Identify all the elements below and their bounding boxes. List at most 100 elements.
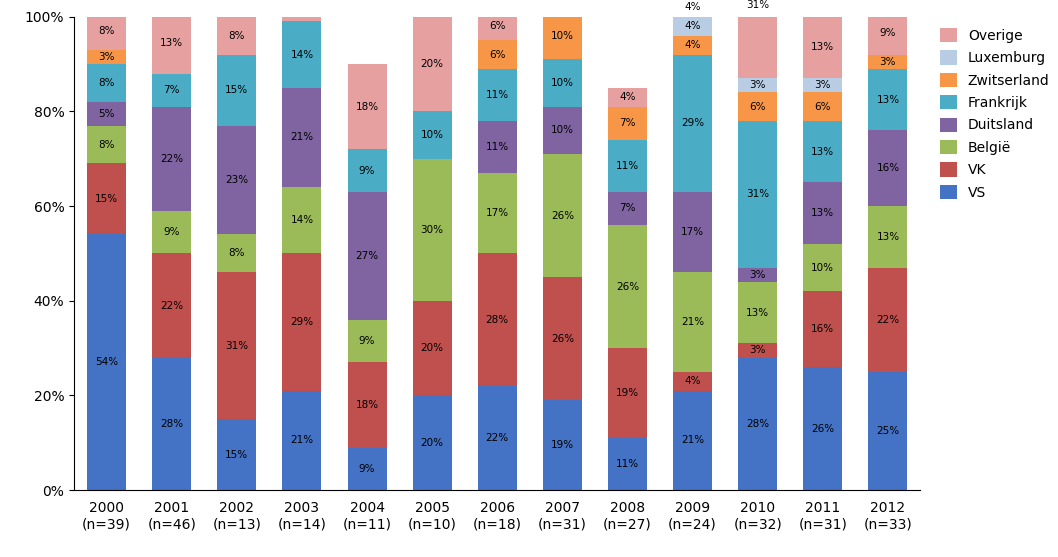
Text: 13%: 13% (160, 38, 183, 48)
Bar (217, 234, 256, 272)
Text: 21%: 21% (681, 436, 705, 446)
Bar (608, 88, 647, 107)
Bar (673, 272, 712, 372)
Text: 26%: 26% (616, 282, 639, 291)
Bar (347, 363, 386, 448)
Text: 2002: 2002 (219, 501, 254, 515)
Bar (738, 282, 778, 343)
Text: 9%: 9% (164, 227, 180, 237)
Text: 3%: 3% (749, 270, 766, 280)
Bar (413, 301, 452, 395)
Text: 22%: 22% (876, 315, 899, 325)
Text: 29%: 29% (681, 118, 705, 128)
Text: 6%: 6% (815, 102, 831, 111)
Text: (n=10): (n=10) (407, 518, 457, 532)
Text: 21%: 21% (290, 133, 313, 143)
Bar (543, 60, 582, 107)
Bar (608, 438, 647, 490)
Text: 13%: 13% (811, 42, 835, 52)
Text: 9%: 9% (879, 28, 896, 38)
Text: 2000: 2000 (89, 501, 124, 515)
Bar (738, 358, 778, 490)
Text: 10%: 10% (551, 125, 573, 135)
Bar (217, 126, 256, 234)
Text: 3%: 3% (749, 345, 766, 355)
Text: 28%: 28% (746, 419, 769, 429)
Text: 13%: 13% (746, 307, 769, 317)
Text: (n=33): (n=33) (863, 518, 912, 532)
Text: (n=31): (n=31) (799, 518, 847, 532)
Text: 4%: 4% (685, 40, 700, 50)
Bar (87, 50, 126, 64)
Text: 17%: 17% (681, 227, 705, 237)
Text: 11%: 11% (616, 161, 639, 171)
Text: 26%: 26% (811, 424, 835, 433)
Text: 25%: 25% (876, 426, 899, 436)
Bar (282, 187, 322, 253)
Bar (282, 391, 322, 490)
Bar (282, 0, 322, 22)
Text: 7%: 7% (619, 203, 636, 213)
Text: 4%: 4% (619, 92, 636, 102)
Bar (608, 192, 647, 225)
Bar (478, 121, 516, 173)
Text: (n=39): (n=39) (83, 518, 131, 532)
Text: 23%: 23% (225, 175, 249, 185)
Bar (803, 367, 842, 490)
Text: 20%: 20% (421, 438, 443, 448)
Text: 26%: 26% (551, 211, 573, 221)
Bar (478, 69, 516, 121)
Text: 29%: 29% (290, 317, 313, 327)
Text: 22%: 22% (160, 301, 183, 310)
Text: (n=46): (n=46) (147, 518, 196, 532)
Bar (87, 164, 126, 234)
Text: 21%: 21% (681, 317, 705, 327)
Bar (413, 111, 452, 159)
Text: (n=13): (n=13) (213, 518, 261, 532)
Text: 28%: 28% (160, 419, 183, 429)
Bar (869, 12, 908, 55)
Bar (543, 12, 582, 60)
Text: 31%: 31% (746, 189, 769, 199)
Text: 9%: 9% (359, 464, 376, 474)
Bar (738, 78, 778, 92)
Text: 15%: 15% (225, 449, 249, 460)
Text: 20%: 20% (421, 343, 443, 353)
Bar (608, 140, 647, 192)
Bar (478, 12, 516, 41)
Bar (543, 106, 582, 154)
Bar (152, 358, 191, 490)
Text: 10%: 10% (551, 31, 573, 41)
Bar (738, 343, 778, 358)
Bar (803, 17, 842, 79)
Text: 18%: 18% (355, 102, 379, 111)
Bar (413, 17, 452, 111)
Text: 13%: 13% (876, 95, 899, 105)
Bar (803, 244, 842, 291)
Text: 31%: 31% (746, 0, 769, 10)
Text: 14%: 14% (290, 50, 313, 60)
Text: 10%: 10% (811, 263, 835, 272)
Bar (152, 211, 191, 253)
Text: 54%: 54% (95, 358, 118, 367)
Bar (347, 64, 386, 149)
Text: 2010: 2010 (741, 501, 776, 515)
Text: 10%: 10% (551, 78, 573, 88)
Bar (217, 272, 256, 419)
Text: 8%: 8% (98, 140, 115, 149)
Text: 2001: 2001 (154, 501, 189, 515)
Text: 5%: 5% (98, 109, 115, 119)
Bar (673, 17, 712, 36)
Text: 6%: 6% (489, 21, 506, 31)
Bar (869, 372, 908, 490)
Text: 10%: 10% (421, 130, 443, 140)
Text: 13%: 13% (876, 232, 899, 242)
Text: 3%: 3% (879, 57, 896, 67)
Bar (347, 149, 386, 192)
Bar (152, 253, 191, 358)
Bar (803, 121, 842, 183)
Bar (803, 183, 842, 244)
Text: (n=14): (n=14) (277, 518, 326, 532)
Bar (217, 55, 256, 126)
Text: 31%: 31% (225, 341, 249, 351)
